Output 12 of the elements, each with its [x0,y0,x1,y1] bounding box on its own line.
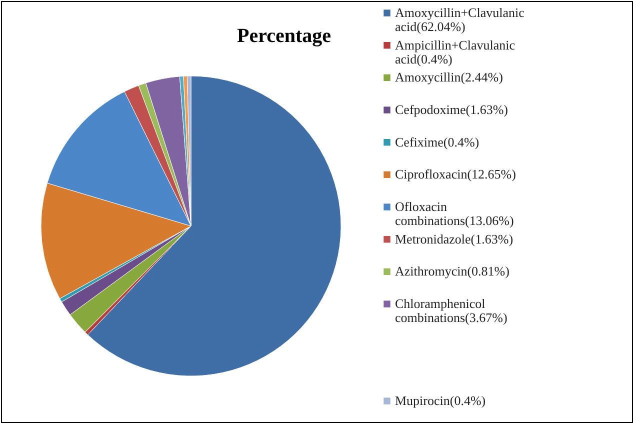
legend-label: Cefixime(0.4%) [395,134,480,150]
legend-label: Cefpodoxime(1.63%) [395,102,508,117]
legend-label: Ciprofloxacin(12.65%) [395,166,516,182]
legend-label: Metronidazole(1.63%) [395,231,514,246]
text: Percentage [237,25,332,47]
legend-label: Mupirocin(0.4%) [395,393,486,408]
legend-label: Ampicillin+Clavulanic acid(0.4%) [395,37,516,66]
legend-label: Chloramphenicol combinations(3.67%) [395,296,508,325]
legend-label: Amoxycillin(2.44%) [395,70,503,85]
legend-label: Azithromycin(0.81%) [395,264,510,279]
legend-label: Amoxycillin+Clavulanic acid(62.04%) [395,5,525,34]
legend-label: Ofloxacin combinations(13.06%) [395,199,514,228]
